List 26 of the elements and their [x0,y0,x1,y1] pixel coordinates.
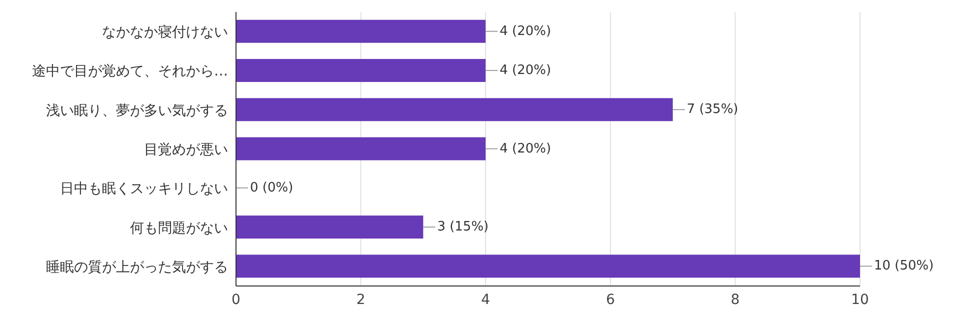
data-label: 4 (20%) [500,141,552,156]
x-tick-label: 4 [481,292,490,308]
data-label: 4 (20%) [500,24,552,39]
data-label: 10 (50%) [874,258,934,274]
y-tick-label: 目覚めが悪い [144,142,228,158]
y-tick-label: 睡眠の質が上がった気がする [46,259,228,276]
y-tick-label: 途中で目が覚めて、それから… [32,64,228,80]
bar [236,137,486,160]
bar [236,58,486,82]
bar [236,20,486,43]
bar [236,98,673,122]
x-tick-label: 8 [730,292,740,308]
data-label: 7 (35%) [686,102,738,118]
data-label: 3 (15%) [437,220,489,235]
y-tick-label: なかなか寝付けない [102,24,228,41]
x-tick-label: 10 [851,292,869,308]
y-tick-label: 浅い眠り、夢が多い気がする [46,102,228,119]
bar [236,216,424,239]
y-tick-label: 日中も眠くスッキリしない [60,181,228,198]
bar [236,254,860,278]
data-label: 0 (0%) [250,180,294,196]
y-tick-label: 何も問題がない [130,220,228,236]
x-tick-label: 0 [232,292,240,308]
x-tick-label: 6 [606,292,615,308]
data-label: 4 (20%) [500,62,552,78]
x-tick-label: 2 [356,292,366,308]
